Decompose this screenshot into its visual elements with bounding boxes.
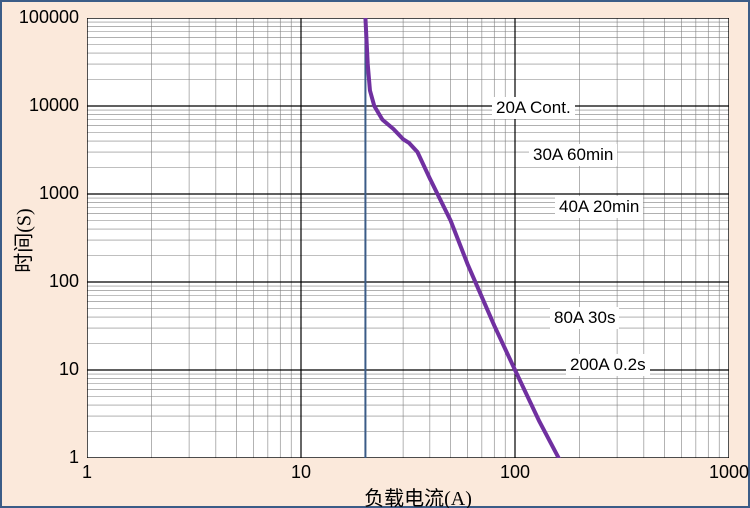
y-tick-label: 1 (69, 447, 79, 468)
y-tick-label: 100 (49, 271, 79, 292)
chart-annotation: 40A 20min (555, 196, 643, 218)
chart-frame: 时间(S) 负载电流(A) 11010010001101001000100001… (0, 0, 750, 508)
y-tick-label: 10 (59, 359, 79, 380)
y-tick-label: 100000 (19, 7, 79, 28)
x-tick-label: 1000 (709, 462, 749, 483)
chart-annotation: 30A 60min (529, 144, 617, 166)
y-axis-label: 时间(S) (8, 201, 37, 281)
plot-svg (87, 18, 729, 458)
chart-annotation: 80A 30s (550, 307, 619, 329)
y-tick-label: 10000 (29, 95, 79, 116)
x-tick-label: 10 (281, 462, 321, 483)
x-tick-label: 100 (495, 462, 535, 483)
y-tick-label: 1000 (39, 183, 79, 204)
chart-annotation: 20A Cont. (492, 97, 575, 119)
x-axis-label: 负载电流(A) (338, 482, 498, 508)
plot-area (87, 18, 729, 458)
chart-annotation: 200A 0.2s (566, 354, 650, 376)
